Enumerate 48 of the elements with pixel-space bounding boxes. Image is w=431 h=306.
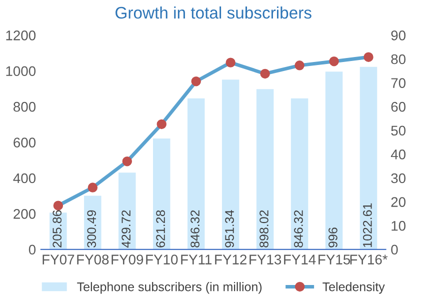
x-tick-label: FY16* (350, 254, 388, 264)
data-label: 1022.61 (363, 203, 372, 248)
y2-tick-label: 0 (391, 244, 398, 255)
y2-tick-label: 50 (391, 126, 406, 136)
x-tick-label: FY08 (77, 254, 109, 264)
bar (118, 172, 136, 250)
x-tick-label: FY09 (112, 254, 144, 264)
y-tick-label: 600 (14, 138, 36, 148)
bar (325, 72, 343, 250)
y2-tick-label: 20 (391, 197, 406, 207)
chart-title: Growth in total subscribers (116, 6, 312, 19)
y-tick-label: 1200 (6, 30, 36, 40)
bar (187, 98, 205, 250)
y-tick-label: 0 (28, 244, 36, 255)
legend-label: Telephone subscribers (in million) (77, 282, 262, 294)
data-label: 898.02 (260, 210, 268, 248)
data-label: 996 (328, 228, 338, 248)
data-label: 621.28 (156, 210, 165, 248)
data-label: 846.32 (190, 210, 200, 248)
x-tick-label: FY07 (42, 254, 74, 264)
y-tick-label: 1000 (6, 66, 36, 76)
data-label: 205.86 (52, 210, 62, 248)
y2-tick-label: 80 (391, 54, 406, 64)
y2-tick-label: 30 (391, 173, 406, 184)
y2-tick-label: 60 (391, 102, 406, 112)
y2-tick-label: 40 (390, 150, 406, 160)
x-tick-label: FY13 (250, 254, 282, 264)
data-label: 300.49 (87, 210, 96, 248)
y-tick-label: 400 (13, 173, 36, 184)
bar (290, 98, 308, 250)
legend-label: Teledensity (322, 282, 385, 294)
bar (256, 89, 274, 250)
x-tick-label: FY14 (284, 254, 316, 264)
y2-tick-label: 10 (392, 220, 406, 231)
bar (360, 66, 378, 250)
data-label: 429.72 (122, 210, 130, 248)
x-tick-label: FY12 (215, 254, 246, 264)
bar (222, 80, 240, 250)
x-tick-label: FY10 (146, 254, 178, 264)
bar (153, 138, 170, 250)
y2-tick-label: 70 (391, 78, 406, 88)
y2-tick-label: 90 (391, 30, 406, 40)
data-label: 846.32 (294, 210, 303, 248)
y-tick-label: 800 (14, 102, 36, 112)
y-tick-label: 200 (14, 209, 36, 219)
x-tick-label: FY15 (318, 254, 350, 264)
data-label: 951.34 (225, 210, 234, 248)
x-tick-label: FY11 (181, 254, 212, 264)
